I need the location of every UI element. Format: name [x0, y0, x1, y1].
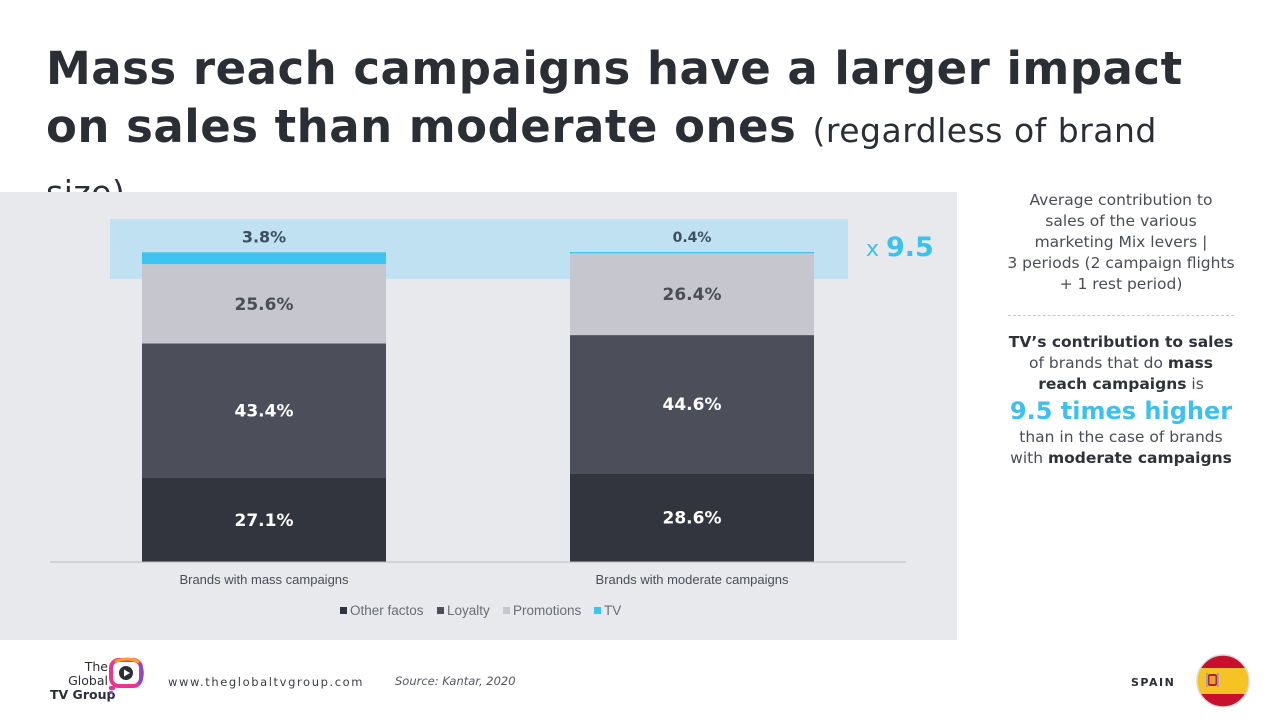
bar-segment-loyalty — [570, 335, 814, 474]
bar-segment-other-factos — [570, 473, 814, 562]
legend-swatch — [437, 607, 444, 614]
desc-line: marketing Mix levers | — [1034, 233, 1208, 251]
legend-swatch — [340, 607, 347, 614]
legend-label: TV — [604, 603, 621, 618]
tv-bold-1: TV’s contribution to sales — [1008, 333, 1234, 351]
desc-line: + 1 rest period) — [1059, 275, 1183, 293]
tv-play-logo-icon — [109, 657, 144, 694]
country-label: SPAIN — [1131, 676, 1176, 689]
legend-swatch — [594, 607, 601, 614]
legend-item-promotions: Promotions — [503, 603, 582, 618]
logo-line: TV Group — [50, 687, 116, 702]
bar-segment-promotions — [570, 253, 814, 336]
bar-segment-promotions — [142, 264, 386, 344]
bar-segment-tv — [570, 252, 814, 254]
data-label: 44.6% — [663, 395, 722, 415]
multiplier-annotation: x 9.5 — [866, 232, 934, 263]
bar-segment-loyalty — [142, 343, 386, 478]
legend-swatch — [503, 607, 510, 614]
tv-text-1: of brands that do — [1029, 354, 1163, 372]
category-label: Brands with mass campaigns — [179, 572, 349, 587]
desc-line: sales of the various — [1045, 212, 1197, 230]
tv-multiplier-text: 9.5 times higher — [1009, 397, 1233, 425]
spain-flag-icon — [1196, 654, 1250, 708]
side-note: Average contribution to sales of the var… — [990, 190, 1252, 469]
tv-text-4: with — [1010, 449, 1044, 467]
bar-segment-tv — [142, 252, 386, 265]
desc-line: Average contribution to — [1029, 191, 1213, 209]
data-label: 26.4% — [663, 285, 722, 305]
tv-text-3: than in the case of brands — [1019, 428, 1223, 446]
page-title: Mass reach campaigns have a larger impac… — [46, 40, 1246, 222]
divider — [1008, 315, 1234, 316]
data-label: 27.1% — [235, 511, 294, 531]
legend-label: Loyalty — [447, 603, 490, 618]
legend-item-tv: TV — [594, 603, 621, 618]
website-url: www.theglobaltvgroup.com — [168, 675, 365, 689]
data-label: 0.4% — [673, 230, 712, 246]
title-main: Mass reach campaigns have a larger impac… — [46, 42, 1183, 153]
company-logo: The Global TV Group — [50, 656, 150, 706]
bar-segment-other-factos — [142, 477, 386, 562]
legend-label: Promotions — [513, 603, 582, 618]
data-label: 43.4% — [235, 402, 294, 422]
category-label: Brands with moderate campaigns — [596, 572, 789, 587]
tv-highlight: TV’s contribution to sales of brands tha… — [990, 332, 1252, 469]
data-label: 28.6% — [663, 509, 722, 529]
logo-text: The Global TV Group — [50, 659, 115, 702]
data-label: 3.8% — [242, 227, 286, 246]
chart-panel: 27.1% 43.4% 25.6% 3.8% Brands with mass camp… — [0, 192, 957, 640]
legend-label: Other factos — [350, 603, 424, 618]
desc-line: 3 periods (2 campaign flights — [1007, 254, 1235, 272]
legend-item-other-factos: Other factos — [340, 603, 424, 618]
tv-bold-4: moderate campaigns — [1047, 449, 1232, 467]
legend-item-loyalty: Loyalty — [437, 603, 490, 618]
tv-text-2: is — [1191, 375, 1204, 393]
logo-line: Global — [68, 673, 108, 688]
tv-bold-2: mass — [1167, 354, 1213, 372]
source-note: Source: Kantar, 2020 — [395, 674, 516, 688]
tv-bold-3: reach campaigns — [1038, 375, 1187, 393]
chart-description: Average contribution to sales of the var… — [990, 190, 1252, 295]
data-label: 25.6% — [235, 295, 294, 315]
logo-line: The — [84, 659, 108, 674]
stacked-bar-chart: 27.1% 43.4% 25.6% 3.8% Brands with mass camp… — [50, 219, 934, 618]
